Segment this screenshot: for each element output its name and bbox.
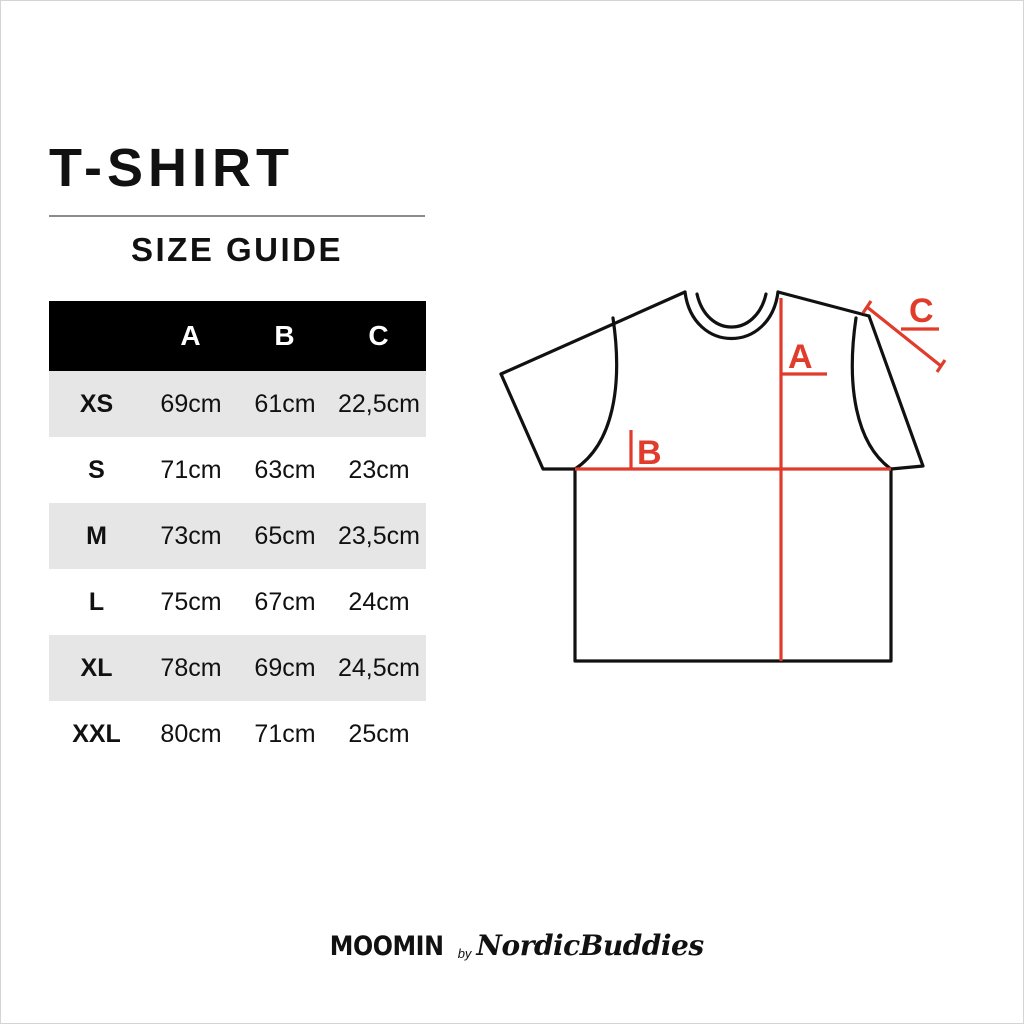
row-value-a: 71cm: [160, 455, 222, 484]
size-table: A B C XS 69cm 61cm 22,5cm S 71cm 63cm 23…: [49, 301, 426, 767]
row-value-a: 75cm: [160, 587, 222, 616]
measure-label-a: A: [788, 338, 813, 376]
row-value-a: 69cm: [160, 389, 222, 418]
row-value-c: 25cm: [348, 719, 410, 748]
row-size-label: L: [88, 587, 105, 616]
row-value-b: 69cm: [254, 653, 316, 682]
row-value-c: 24cm: [348, 587, 410, 616]
tshirt-diagram: A B C: [471, 276, 1016, 696]
footer-logo: MOOMIN by NordicBuddies: [1, 929, 1023, 962]
page-subtitle: SIZE GUIDE: [130, 231, 344, 268]
row-value-c: 23cm: [348, 455, 410, 484]
title-divider: [49, 215, 425, 217]
column-header-c: C: [368, 320, 390, 351]
row-value-b: 71cm: [254, 719, 316, 748]
row-value-a: 73cm: [160, 521, 222, 550]
measure-cap-c-start: [861, 300, 873, 314]
row-value-c: 24,5cm: [338, 653, 420, 682]
brand-connector: by: [457, 946, 472, 961]
page-title: T-SHIRT: [49, 138, 294, 198]
row-value-b: 67cm: [254, 587, 316, 616]
row-value-b: 63cm: [254, 455, 316, 484]
size-table-header: A B C: [49, 301, 426, 371]
table-row: XS 69cm 61cm 22,5cm: [49, 371, 426, 437]
row-value-c: 23,5cm: [338, 521, 420, 550]
measure-line-c: [866, 305, 942, 368]
table-row: S 71cm 63cm 23cm: [49, 437, 426, 503]
measure-label-b: B: [637, 434, 662, 472]
row-size-label: XS: [79, 389, 114, 418]
column-header-a: A: [180, 320, 202, 351]
brand-nordic-buddies: NordicBuddies: [476, 929, 704, 962]
size-table-body: XS 69cm 61cm 22,5cm S 71cm 63cm 23cm M 7…: [49, 371, 426, 767]
table-row: M 73cm 65cm 23,5cm: [49, 503, 426, 569]
table-row: L 75cm 67cm 24cm: [49, 569, 426, 635]
row-value-c: 22,5cm: [338, 389, 420, 418]
measure-cap-c-end: [935, 359, 947, 373]
brand-moomin: MOOMIN: [330, 931, 444, 962]
table-header-row: A B C: [49, 301, 426, 371]
row-value-b: 65cm: [254, 521, 316, 550]
measurement-annotations: [575, 298, 947, 661]
tshirt-outline-icon: [499, 290, 925, 663]
row-size-label: XL: [80, 653, 113, 682]
row-value-a: 80cm: [160, 719, 222, 748]
row-size-label: S: [88, 455, 105, 484]
row-value-b: 61cm: [254, 389, 316, 418]
column-header-size: [49, 301, 144, 371]
measure-label-c: C: [909, 292, 934, 330]
table-row: XXL 80cm 71cm 25cm: [49, 701, 426, 767]
table-row: XL 78cm 69cm 24,5cm: [49, 635, 426, 701]
title-block: T-SHIRT SIZE GUIDE: [49, 141, 425, 266]
column-header-b: B: [274, 320, 296, 351]
row-size-label: XXL: [72, 719, 121, 748]
row-size-label: M: [86, 521, 107, 550]
row-value-a: 78cm: [160, 653, 222, 682]
